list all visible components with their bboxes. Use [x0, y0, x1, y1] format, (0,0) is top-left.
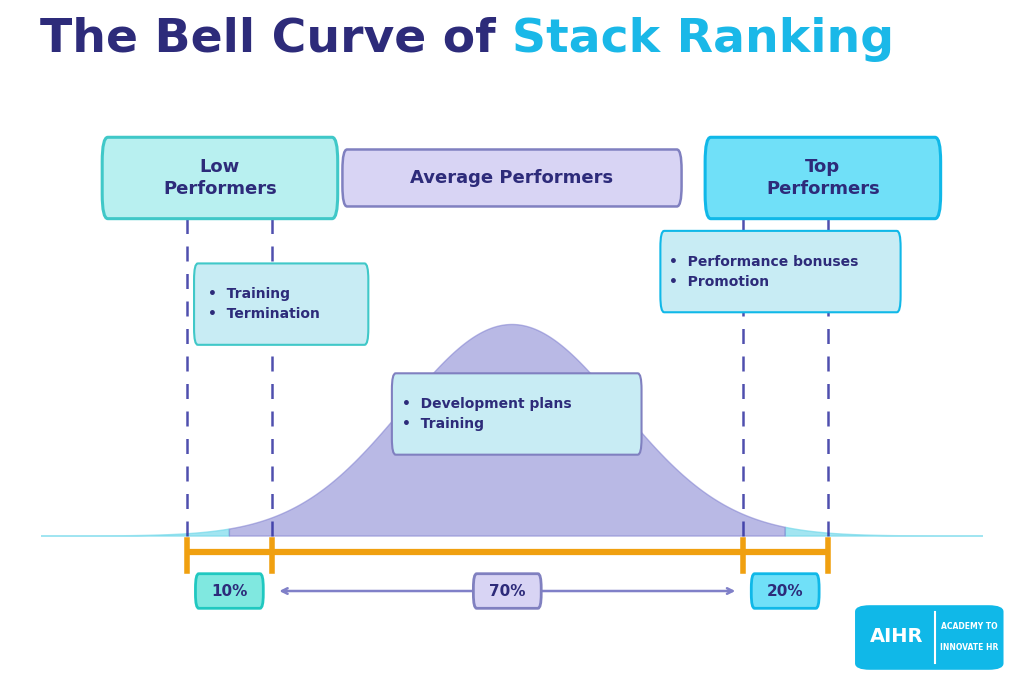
- Polygon shape: [785, 528, 983, 536]
- Text: 10%: 10%: [211, 583, 248, 598]
- FancyBboxPatch shape: [195, 263, 369, 345]
- FancyBboxPatch shape: [473, 574, 542, 609]
- Text: Average Performers: Average Performers: [411, 169, 613, 187]
- FancyBboxPatch shape: [660, 231, 901, 312]
- FancyBboxPatch shape: [342, 150, 682, 207]
- Text: INNOVATE HR: INNOVATE HR: [940, 643, 998, 651]
- FancyBboxPatch shape: [706, 137, 941, 219]
- Text: AIHR: AIHR: [869, 627, 924, 646]
- FancyBboxPatch shape: [196, 574, 263, 609]
- FancyBboxPatch shape: [102, 137, 338, 219]
- FancyBboxPatch shape: [392, 373, 642, 455]
- FancyBboxPatch shape: [855, 605, 1004, 670]
- Text: The Bell Curve of: The Bell Curve of: [40, 17, 512, 62]
- Text: Top
Performers: Top Performers: [766, 158, 880, 198]
- Text: •  Development plans
•  Training: • Development plans • Training: [401, 397, 571, 431]
- Text: 20%: 20%: [767, 583, 804, 598]
- Text: 70%: 70%: [489, 583, 525, 598]
- Text: Low
Performers: Low Performers: [163, 158, 276, 198]
- Text: •  Performance bonuses
•  Promotion: • Performance bonuses • Promotion: [670, 254, 859, 288]
- Text: Stack Ranking: Stack Ranking: [512, 17, 894, 62]
- Text: •  Training
•  Termination: • Training • Termination: [208, 287, 319, 321]
- Polygon shape: [41, 529, 229, 536]
- Text: ACADEMY TO: ACADEMY TO: [941, 622, 997, 631]
- Polygon shape: [229, 324, 785, 536]
- FancyBboxPatch shape: [752, 574, 819, 609]
